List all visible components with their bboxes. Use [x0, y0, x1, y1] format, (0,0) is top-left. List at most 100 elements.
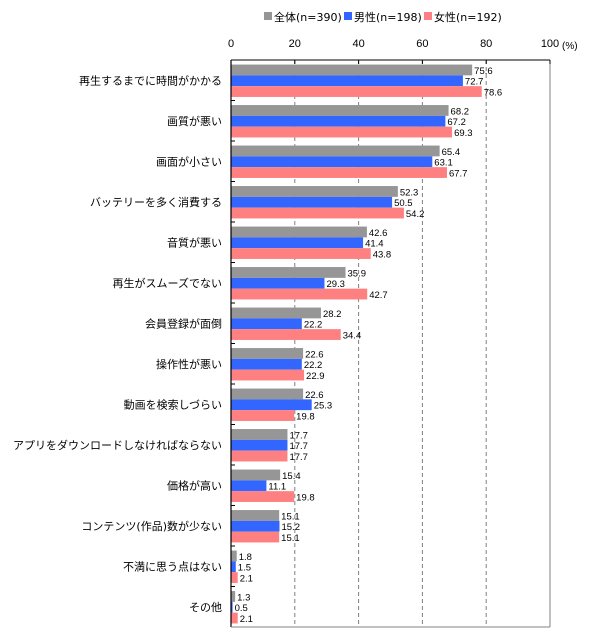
bar-8-2: [231, 410, 295, 421]
unit-label: (%): [562, 41, 578, 52]
value-label-11-1: 15.2: [281, 522, 300, 533]
value-label-7-0: 22.6: [305, 349, 324, 360]
category-label-0: 再生するまでに時間がかかる: [79, 73, 222, 87]
value-label-8-1: 25.3: [314, 401, 333, 412]
value-label-3-0: 52.3: [400, 187, 419, 198]
value-label-1-1: 67.2: [447, 117, 466, 128]
value-label-2-0: 65.4: [442, 147, 461, 158]
category-label-5: 再生がスムーズでない: [113, 276, 222, 290]
value-label-13-0: 1.3: [237, 592, 250, 603]
bar-9-0: [231, 429, 288, 440]
bar-4-2: [231, 248, 371, 259]
value-label-10-0: 15.4: [282, 471, 301, 482]
legend-swatch-0: [264, 12, 272, 20]
bar-11-0: [231, 510, 280, 521]
bar-10-2: [231, 491, 295, 502]
bar-4-0: [231, 226, 367, 238]
x-tick-label-40: 40: [352, 38, 364, 50]
value-label-11-0: 15.1: [281, 511, 300, 522]
value-label-2-1: 63.1: [434, 158, 453, 169]
x-axis-ticks: 0 20 40 60 80 100: [228, 38, 559, 50]
bar-0-0: [231, 64, 473, 76]
bar-0-1: [231, 75, 463, 87]
bar-6-0: [231, 307, 321, 319]
value-label-13-2: 2.1: [240, 614, 253, 625]
value-label-5-0: 35.9: [348, 268, 367, 279]
bar-1-0: [231, 105, 449, 116]
bar-5-0: [231, 267, 346, 278]
bar-6-1: [231, 318, 302, 330]
bar-3-2: [231, 207, 404, 219]
axes: [230, 59, 551, 628]
bars: 75.672.778.6 68.267.269.3 65.463.167.7 52.3…: [231, 64, 503, 625]
category-labels: 再生するまでに時間がかかる画質が悪い画面が小さいバッテリーを多く消費する音質が悪…: [13, 73, 222, 614]
legend-label-0: 全体(n=390): [274, 10, 342, 24]
category-label-13: その他: [189, 601, 222, 614]
category-label-8: 動画を検索しづらい: [124, 397, 222, 411]
x-tick-label-60: 60: [416, 38, 428, 50]
value-label-9-0: 17.7: [289, 430, 308, 441]
value-label-10-2: 19.8: [296, 492, 315, 503]
value-label-8-2: 19.8: [296, 411, 315, 422]
value-label-6-2: 34.4: [343, 330, 362, 341]
value-label-2-2: 67.7: [449, 168, 468, 179]
bar-13-2: [231, 612, 238, 624]
bar-2-1: [231, 156, 433, 168]
bar-6-2: [231, 329, 341, 340]
legend-swatch-1: [344, 12, 352, 20]
bar-5-2: [231, 288, 368, 300]
x-tick-label-20: 20: [289, 38, 301, 50]
bar-4-1: [231, 237, 364, 249]
value-label-6-0: 28.2: [323, 309, 342, 320]
value-label-4-2: 43.8: [373, 249, 392, 260]
bar-10-0: [231, 469, 281, 481]
bar-8-0: [231, 388, 304, 400]
value-label-7-2: 22.9: [306, 371, 325, 382]
category-label-2: 画面が小さい: [156, 154, 222, 168]
x-tick-label-80: 80: [480, 38, 492, 50]
bar-1-1: [231, 115, 446, 127]
bar-3-0: [231, 186, 398, 197]
category-label-10: 価格が高い: [167, 478, 222, 492]
bar-5-1: [231, 277, 325, 289]
bar-2-2: [231, 167, 447, 178]
x-tick-label-0: 0: [228, 38, 234, 50]
value-label-11-2: 15.1: [281, 533, 300, 544]
value-label-3-1: 50.5: [394, 198, 413, 209]
legend-swatch-2: [424, 12, 432, 20]
bar-13-0: [231, 591, 236, 602]
value-label-9-1: 17.7: [289, 441, 308, 452]
value-label-4-0: 42.6: [369, 228, 388, 239]
gridlines: [294, 60, 487, 627]
value-label-0-2: 78.6: [484, 87, 503, 98]
category-label-7: 操作性が悪い: [156, 357, 222, 371]
legend-label-1: 男性(n=198): [354, 10, 422, 24]
legend: 全体(n=390) 男性(n=198) 女性(n=192): [264, 10, 502, 24]
category-label-12: 不満に思う点はない: [123, 560, 222, 573]
bar-0-2: [231, 86, 482, 97]
category-label-11: コンテンツ(作品)数が少ない: [81, 519, 222, 533]
value-label-9-2: 17.7: [289, 452, 308, 463]
value-label-7-1: 22.2: [304, 360, 323, 371]
category-label-6: 会員登録が面倒: [145, 316, 222, 330]
bar-9-1: [231, 439, 288, 451]
bar-1-2: [231, 126, 453, 138]
bar-7-0: [231, 348, 304, 359]
bar-8-1: [231, 399, 312, 411]
category-label-9: アプリをダウンロードしなければならない: [13, 438, 222, 452]
bar-12-0: [231, 550, 237, 562]
legend-label-2: 女性(n=192): [434, 10, 502, 24]
value-label-12-2: 2.1: [240, 573, 253, 584]
bar-12-1: [231, 561, 236, 573]
bar-11-2: [231, 531, 280, 543]
x-tick-label-100: 100: [541, 38, 559, 50]
bar-12-2: [231, 572, 238, 583]
value-label-6-1: 22.2: [304, 320, 323, 331]
value-label-1-2: 69.3: [454, 128, 473, 139]
value-label-5-1: 29.3: [326, 279, 345, 290]
value-label-8-0: 22.6: [305, 390, 324, 401]
bar-13-1: [231, 601, 233, 613]
value-label-4-1: 41.4: [365, 239, 384, 250]
value-label-12-1: 1.5: [238, 563, 251, 574]
